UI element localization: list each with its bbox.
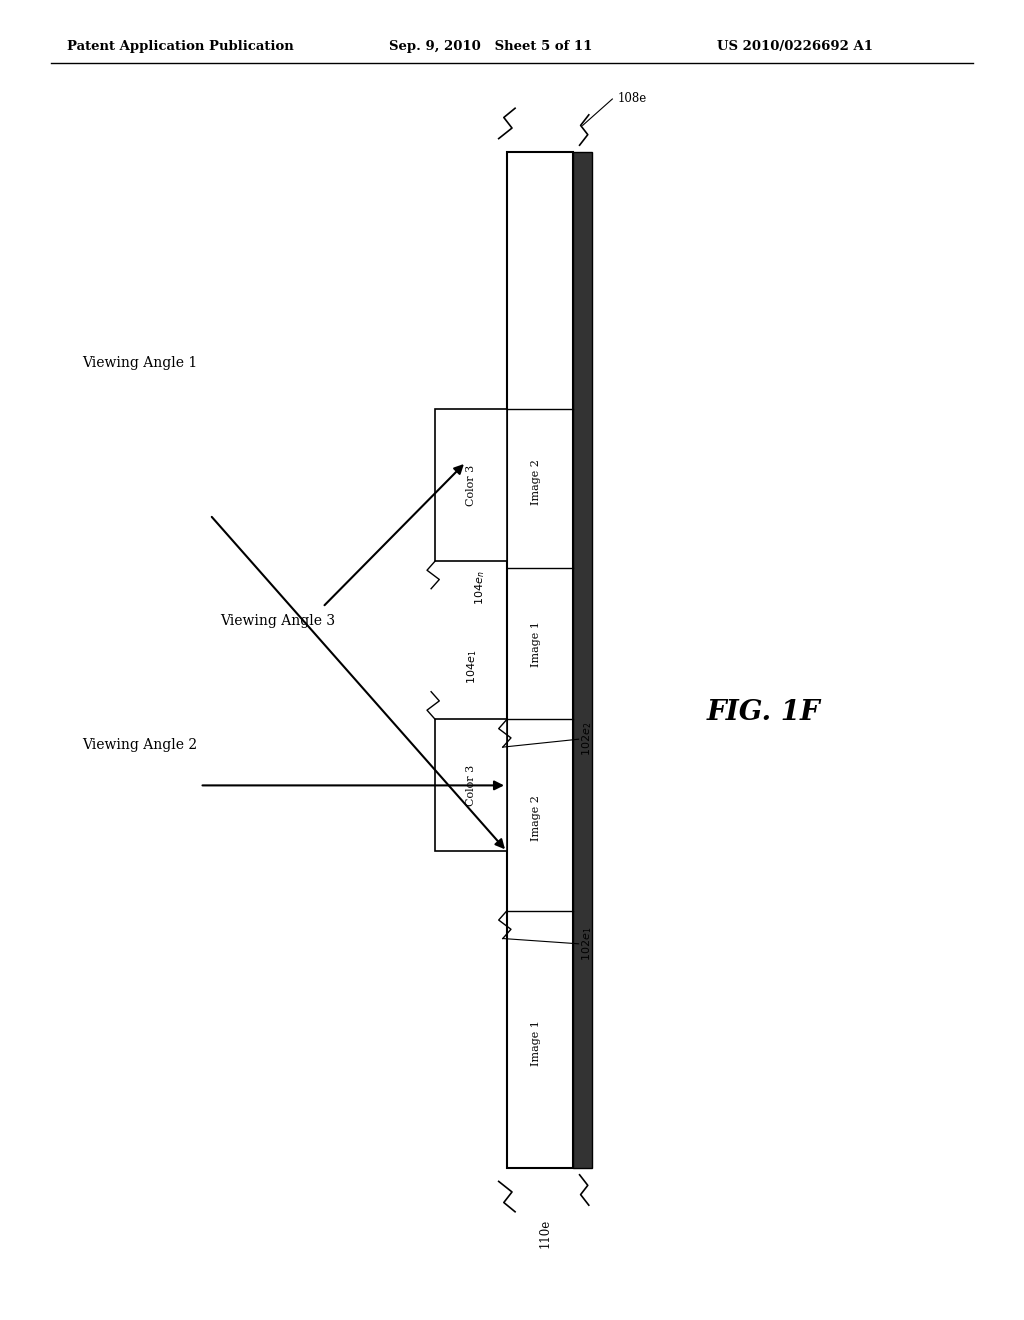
Text: Image 2: Image 2 <box>530 459 541 504</box>
Text: Color 3: Color 3 <box>466 465 476 506</box>
Text: 108e: 108e <box>617 92 647 106</box>
Text: $102e_1$: $102e_1$ <box>581 927 594 961</box>
Text: FIG. 1F: FIG. 1F <box>707 700 820 726</box>
Text: $102e_2$: $102e_2$ <box>581 722 594 756</box>
Text: Viewing Angle 2: Viewing Angle 2 <box>82 738 197 752</box>
Text: Color 3: Color 3 <box>466 764 476 807</box>
Text: Sep. 9, 2010   Sheet 5 of 11: Sep. 9, 2010 Sheet 5 of 11 <box>389 40 593 53</box>
Text: Image 2: Image 2 <box>530 796 541 841</box>
Text: Viewing Angle 1: Viewing Angle 1 <box>82 355 198 370</box>
Text: Patent Application Publication: Patent Application Publication <box>67 40 293 53</box>
Bar <box>573 152 592 1168</box>
Bar <box>435 409 507 561</box>
Text: US 2010/0226692 A1: US 2010/0226692 A1 <box>717 40 872 53</box>
Text: Viewing Angle 3: Viewing Angle 3 <box>220 614 335 628</box>
Bar <box>435 719 507 851</box>
Text: $104e_n$: $104e_n$ <box>474 570 487 605</box>
Text: 110e: 110e <box>539 1218 552 1247</box>
Text: Image 1: Image 1 <box>530 1020 541 1065</box>
Text: $104e_1$: $104e_1$ <box>466 649 479 684</box>
Text: Image 1: Image 1 <box>530 622 541 667</box>
Bar <box>507 152 573 1168</box>
